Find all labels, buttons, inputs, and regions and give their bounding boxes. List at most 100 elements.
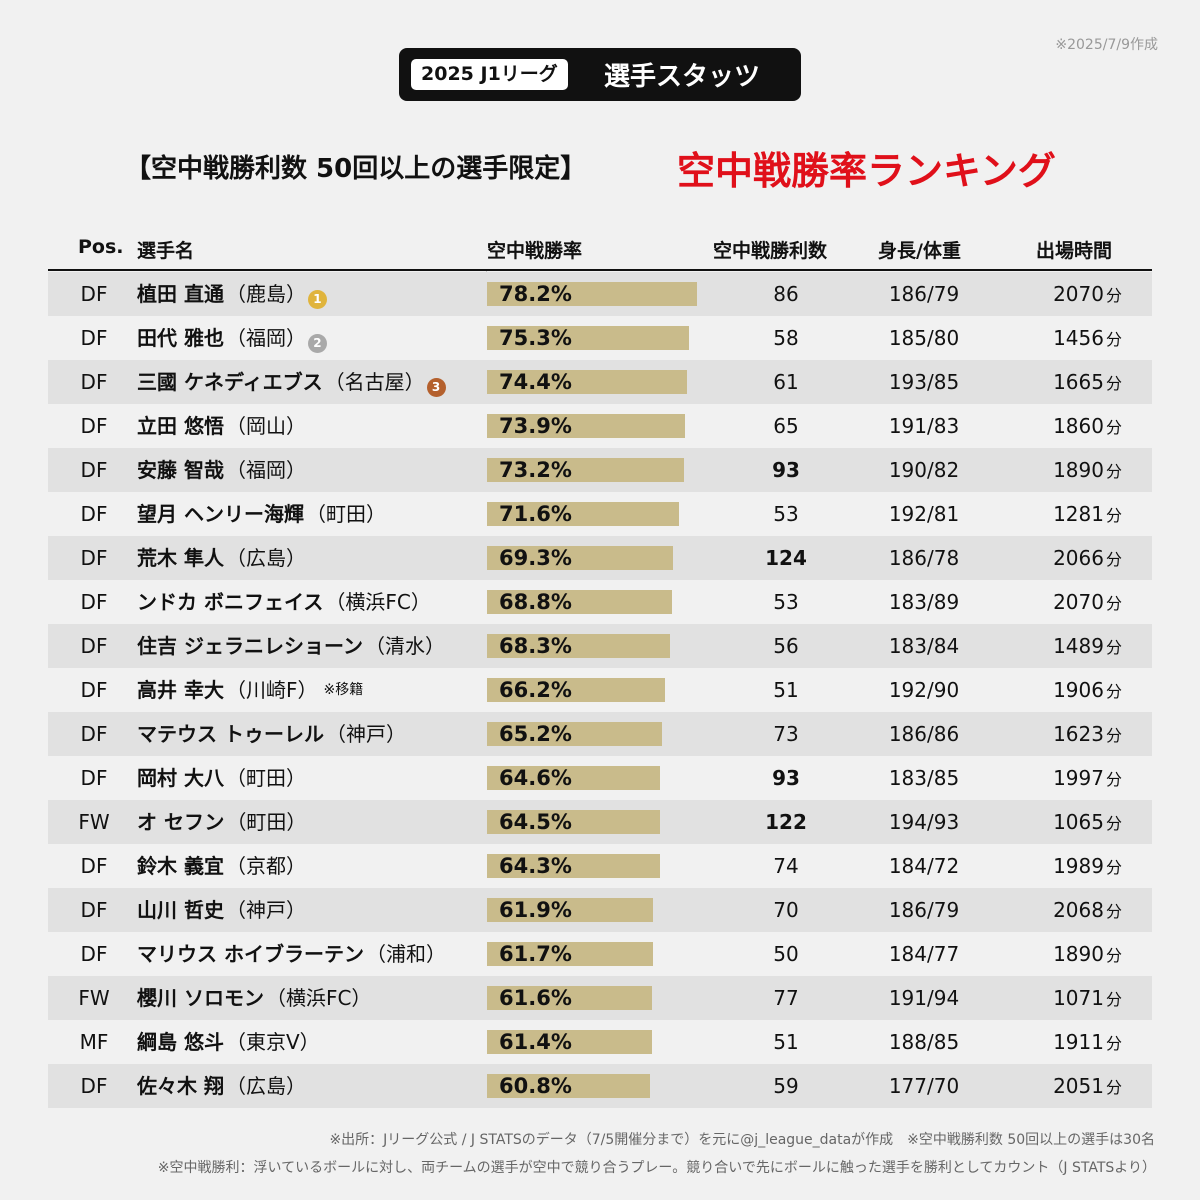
team: （町田） xyxy=(226,810,307,834)
source-note: ※出所：Jリーグ公式 / J STATSのデータ（7/5開催分まで）を元に@j_… xyxy=(329,1132,1155,1148)
player: ンドカ ボニフェイス （横浜FC） xyxy=(137,580,431,624)
minutes-cell: 2066 分 xyxy=(1042,536,1122,580)
wins: 93 xyxy=(772,766,800,790)
height-weight: 183/84 xyxy=(888,634,960,658)
minutes-cell: 1281 分 xyxy=(1042,492,1122,536)
height-weight: 188/85 xyxy=(888,1030,960,1054)
height-weight: 183/85 xyxy=(888,766,960,790)
position: DF xyxy=(80,546,108,570)
minutes: 1890 xyxy=(1053,458,1104,482)
rate-bar xyxy=(487,766,661,790)
wins: 122 xyxy=(765,810,807,834)
subtitle: 【空中戦勝利数 50回以上の選手限定】 xyxy=(125,154,587,184)
team: （広島） xyxy=(225,1074,306,1098)
team: （岡山） xyxy=(225,414,306,438)
column-header: 身長/体重 xyxy=(878,240,961,262)
minutes: 1623 xyxy=(1053,722,1104,746)
position: MF xyxy=(79,1030,109,1054)
minute-unit: 分 xyxy=(1105,946,1122,965)
height-weight: 190/82 xyxy=(888,458,960,482)
rate-label: 78.2% xyxy=(499,282,572,306)
medal: 2 xyxy=(307,333,327,353)
wins: 73 xyxy=(773,722,799,746)
rate-bar xyxy=(487,810,661,834)
player-name: 植田 直通 xyxy=(137,282,224,306)
wins: 51 xyxy=(773,1030,799,1054)
position: DF xyxy=(80,326,108,350)
minutes-cell: 1623 分 xyxy=(1042,712,1122,756)
player-name: マテウス トゥーレル xyxy=(137,722,324,746)
position: DF xyxy=(80,282,108,306)
player: 鈴木 義宜 （京都） xyxy=(137,844,306,888)
rate-label: 61.9% xyxy=(499,898,572,922)
rate-bar xyxy=(487,414,686,438)
minute-unit: 分 xyxy=(1105,330,1122,349)
minutes: 2066 xyxy=(1053,546,1104,570)
minutes: 1997 xyxy=(1053,766,1104,790)
rate-bar xyxy=(487,898,654,922)
rate-label: 73.9% xyxy=(499,414,572,438)
player-name: 田代 雅也 xyxy=(137,326,224,350)
table-row: FW 櫻川 ソロモン （横浜FC） 61.6% 77 191/94 1071 分 xyxy=(48,976,1152,1020)
player: 荒木 隼人 （広島） xyxy=(137,536,306,580)
player: 望月 ヘンリー海輝 （町田） xyxy=(137,492,386,536)
note: ※移籍 xyxy=(323,682,364,698)
player-name: 佐々木 翔 xyxy=(137,1074,224,1098)
player: 立田 悠悟 （岡山） xyxy=(137,404,306,448)
player-name: ンドカ ボニフェイス xyxy=(137,590,324,614)
position: DF xyxy=(80,634,108,658)
rate-label: 74.4% xyxy=(499,370,572,394)
height-weight: 186/86 xyxy=(888,722,960,746)
player: 山川 哲史 （神戸） xyxy=(137,888,306,932)
table-row: FW オ セフン （町田） 64.5% 122 194/93 1065 分 xyxy=(48,800,1152,844)
player-name: 安藤 智哉 xyxy=(137,458,224,482)
wins: 70 xyxy=(773,898,799,922)
minute-unit: 分 xyxy=(1105,1034,1122,1053)
rate-bar xyxy=(487,722,663,746)
minutes: 1665 xyxy=(1053,370,1104,394)
table-row: DF 植田 直通 （鹿島） 1 78.2% 86 186/79 2070 分 xyxy=(48,272,1152,316)
minutes-cell: 1456 分 xyxy=(1042,316,1122,360)
player-name: マリウス ホイブラーテン xyxy=(137,942,364,966)
player: マテウス トゥーレル （神戸） xyxy=(137,712,406,756)
table-row: DF 立田 悠悟 （岡山） 73.9% 65 191/83 1860 分 xyxy=(48,404,1152,448)
rate-bar xyxy=(487,590,672,614)
position: FW xyxy=(78,986,110,1010)
column-header: 選手名 xyxy=(137,240,195,262)
minutes: 1281 xyxy=(1053,502,1104,526)
minutes: 1989 xyxy=(1053,854,1104,878)
minutes: 1071 xyxy=(1053,986,1104,1010)
minute-unit: 分 xyxy=(1105,1078,1122,1097)
rate-bar xyxy=(487,282,697,306)
table-row: DF ンドカ ボニフェイス （横浜FC） 68.8% 53 183/89 2070 分 xyxy=(48,580,1152,624)
wins: 61 xyxy=(773,370,799,394)
team: （福岡） xyxy=(225,458,306,482)
player-name: 鈴木 義宜 xyxy=(137,854,224,878)
rate-label: 61.7% xyxy=(499,942,572,966)
minutes-cell: 1065 分 xyxy=(1042,800,1122,844)
wins: 93 xyxy=(772,458,800,482)
rate-bar xyxy=(487,1030,652,1054)
minutes: 1911 xyxy=(1053,1030,1104,1054)
minute-unit: 分 xyxy=(1105,858,1122,877)
position: DF xyxy=(80,942,108,966)
rate-bar xyxy=(487,502,680,526)
minute-unit: 分 xyxy=(1105,506,1122,525)
rate-label: 60.8% xyxy=(499,1074,572,1098)
player-name: 高井 幸大 xyxy=(137,678,224,702)
minutes-cell: 1906 分 xyxy=(1042,668,1122,712)
table-row: DF 安藤 智哉 （福岡） 73.2% 93 190/82 1890 分 xyxy=(48,448,1152,492)
team: （福岡） xyxy=(225,326,306,350)
minutes: 2051 xyxy=(1053,1074,1104,1098)
player-name: 山川 哲史 xyxy=(137,898,224,922)
player: 岡村 大八 （町田） xyxy=(137,756,306,800)
medal: 3 xyxy=(426,377,446,397)
player-name: 荒木 隼人 xyxy=(137,546,224,570)
wins: 53 xyxy=(773,502,799,526)
minute-unit: 分 xyxy=(1105,374,1122,393)
table-row: DF 鈴木 義宜 （京都） 64.3% 74 184/72 1989 分 xyxy=(48,844,1152,888)
rate-bar xyxy=(487,546,674,570)
team: （鹿島） xyxy=(225,282,306,306)
rate-label: 71.6% xyxy=(499,502,572,526)
definition-note: ※空中戦勝利：浮いているボールに対し、両チームの選手が空中で競り合うプレー。競り… xyxy=(157,1160,1156,1176)
